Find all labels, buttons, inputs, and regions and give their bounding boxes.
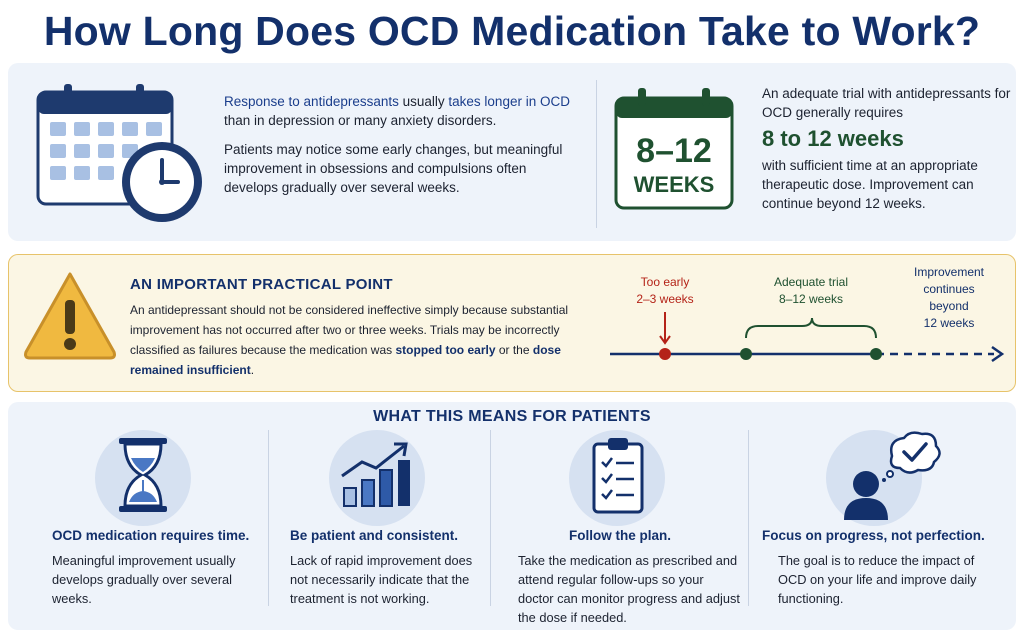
column-heading: OCD medication requires time.: [52, 528, 250, 543]
timeline-arrowhead: [991, 345, 1005, 363]
weeks-calendar-icon: 8–12 WEEKS: [614, 88, 734, 210]
too-early-marker: [659, 348, 671, 360]
adequate-line2: 8–12 weeks: [778, 292, 844, 306]
highlight-antidepressants: Response to antidepressants: [224, 94, 399, 109]
weeks-number: 8–12: [636, 132, 712, 170]
continues-label: Improvement continues beyond 12 weeks: [904, 264, 994, 332]
column-divider: [490, 430, 491, 606]
section-title: WHAT THIS MEANS FOR PATIENTS: [373, 408, 651, 425]
continues-line3: beyond: [929, 299, 969, 313]
text-fragment: or the: [495, 343, 533, 357]
warning-icon: [24, 272, 116, 360]
column-heading: Be patient and consistent.: [290, 528, 459, 543]
weeks-word: WEEKS: [634, 172, 715, 197]
column-body: Lack of rapid improvement does not neces…: [290, 553, 473, 606]
highlight-dose-insufficient: dose remained insufficient: [130, 343, 561, 377]
adequate-trial-label: Adequate trial 8–12 weeks: [756, 274, 866, 308]
column-heading: Follow the plan.: [569, 528, 671, 543]
trial-duration: 8 to 12 weeks: [762, 126, 904, 151]
too-early-line1: Too early: [640, 275, 690, 289]
person-thought-check-icon: [844, 431, 941, 520]
column-heading: Focus on progress, not perfection.: [762, 528, 985, 543]
trial-start-marker: [740, 348, 752, 360]
text-fragment: An antidepressant should not be consider…: [130, 303, 569, 357]
adequate-trial-description: An adequate trial with antidepressants f…: [762, 84, 1012, 213]
hourglass-icon: [119, 438, 167, 512]
highlight-takes-longer: takes longer in OCD: [448, 94, 570, 109]
too-early-label: Too early 2–3 weeks: [618, 274, 712, 308]
page-title: How Long Does OCD Medication Take to Wor…: [43, 8, 981, 54]
column-body: Take the medication as prescribed and at…: [518, 553, 740, 625]
divider: [596, 80, 597, 228]
response-description: Response to antidepressants usually take…: [224, 92, 584, 197]
continues-line2: continues: [923, 282, 975, 296]
text-fragment: than in depression or many anxiety disor…: [224, 113, 497, 128]
column-body: The goal is to reduce the impact of OCD …: [778, 553, 977, 606]
text-fragment: usually: [398, 94, 449, 109]
adequate-line1: Adequate trial: [773, 275, 849, 289]
trial-outro: with sufficient time at an appropriate t…: [762, 158, 978, 211]
early-changes-paragraph: Patients may notice some early changes, …: [224, 142, 563, 195]
text-fragment: .: [250, 363, 255, 377]
column-divider: [268, 430, 269, 606]
practical-point-text: An antidepressant should not be consider…: [130, 300, 592, 380]
timeline-graphic: [610, 312, 1005, 363]
treatment-timeline: Too early 2–3 weeks Adequate trial 8–12 …: [606, 262, 1010, 372]
too-early-line2: 2–3 weeks: [636, 292, 694, 306]
column-divider: [748, 430, 749, 606]
continues-line1: Improvement: [913, 265, 985, 279]
practical-point-title: AN IMPORTANT PRACTICAL POINT: [130, 276, 393, 293]
growth-chart-icon: [341, 442, 410, 507]
continues-line4: 12 weeks: [923, 316, 975, 330]
too-early-arrowhead: [659, 335, 671, 345]
trial-intro: An adequate trial with antidepressants f…: [762, 86, 1011, 120]
highlight-stopped-early: stopped too early: [395, 343, 496, 357]
trial-end-marker: [870, 348, 882, 360]
practical-point-panel: [8, 254, 1016, 392]
clipboard-checklist-icon: [592, 438, 644, 514]
calendar-clock-icon: [36, 84, 202, 222]
column-body: Meaningful improvement usually develops …: [52, 553, 236, 606]
adequate-brace: [745, 317, 877, 339]
